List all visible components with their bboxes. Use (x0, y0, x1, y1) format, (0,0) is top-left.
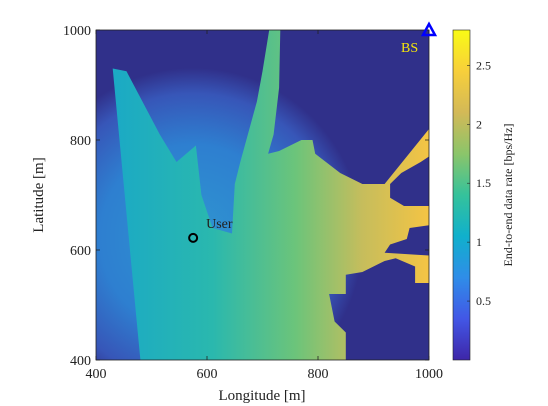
bs-marker (420, 21, 438, 37)
colorbar-tick-label: 2 (476, 117, 482, 131)
user-marker (188, 232, 199, 243)
colorbar-scale (452, 29, 471, 361)
x-tick-label: 1000 (415, 367, 443, 382)
colorbar-tick-label: 0.5 (476, 294, 491, 308)
x-tick-label: 600 (197, 367, 218, 382)
colorbar-tick-label: 1.5 (476, 176, 491, 190)
y-tick-label: 400 (70, 354, 91, 369)
colorbar-ticks: 0.5 1 1.5 2 2.5 (467, 58, 491, 308)
user-label: User (206, 217, 233, 232)
y-axis-label: Latitude [m] (31, 157, 47, 232)
x-axis-ticks: 400 600 800 1000 (86, 30, 443, 382)
x-axis-label: Longitude [m] (218, 388, 305, 404)
colorbar-tick-label: 2.5 (476, 58, 491, 72)
colorbar-label: End-to-end data rate [bps/Hz] (501, 124, 515, 267)
bs-label: BS (401, 41, 418, 56)
colorbar: 0.5 1 1.5 2 2.5 End-to-end data rate [bps/Hz… (452, 29, 515, 361)
y-tick-label: 600 (70, 244, 91, 259)
plot-frame (95, 29, 430, 361)
y-tick-label: 800 (70, 134, 91, 149)
x-tick-label: 400 (86, 367, 107, 382)
y-axis-ticks: 400 600 800 1000 (63, 24, 429, 369)
x-tick-label: 800 (308, 367, 329, 382)
lit-region (112, 30, 429, 360)
colorbar-tick-label: 1 (476, 235, 482, 249)
y-tick-label: 1000 (63, 24, 91, 39)
annotations: User BS (188, 21, 438, 243)
plot-area (96, 30, 429, 360)
